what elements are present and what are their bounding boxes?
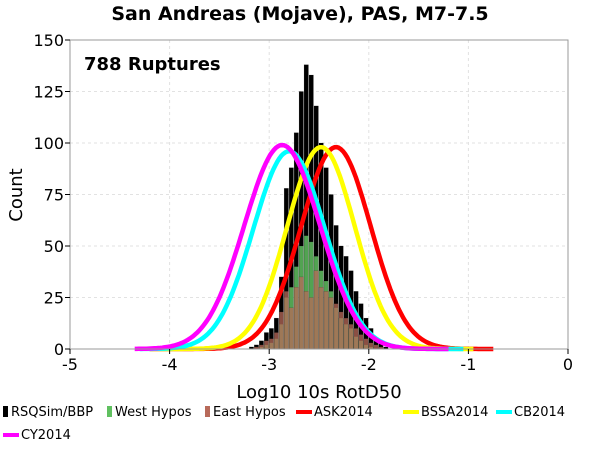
legend-label-bssa2014: BSSA2014 — [421, 405, 488, 420]
legend-label-ask2014: ASK2014 — [314, 405, 373, 420]
bar-east-hypos-10 — [298, 276, 304, 350]
bar-east-hypos-23 — [363, 338, 369, 350]
legend-label-rsqsim-bbp: RSQSim/BBP — [11, 405, 93, 420]
x-tick-label-3: -2 — [361, 355, 377, 374]
bar-east-hypos-13 — [313, 270, 319, 350]
bar-east-hypos-15 — [323, 291, 329, 350]
bar-east-hypos-20 — [348, 324, 354, 350]
x-axis-ticks: -5 -4 -3 -2 -1 0 — [62, 349, 573, 374]
bar-east-hypos-4 — [269, 338, 274, 350]
x-tick-label-0: -5 — [62, 355, 78, 374]
bar-east-hypos-16 — [328, 297, 334, 350]
bar-east-hypos-24 — [368, 342, 374, 350]
bar-east-hypos-22 — [358, 334, 364, 350]
y-axis-ticks: 0 25 50 75 100 125 150 — [33, 31, 70, 359]
legend-swatch-rsqsim-bbp — [3, 406, 8, 417]
y-tick-label-2: 50 — [44, 237, 64, 256]
bar-east-hypos-17 — [333, 303, 339, 350]
legend-swatch-west-hypos — [107, 406, 112, 417]
bar-east-hypos-18 — [338, 311, 344, 350]
bar-east-hypos-2 — [259, 344, 264, 350]
x-tick-label-4: -1 — [460, 355, 476, 374]
bar-east-hypos-3 — [264, 340, 269, 350]
y-tick-label-4: 100 — [33, 134, 64, 153]
legend-swatch-east-hypos — [205, 406, 210, 417]
bar-east-hypos-6 — [278, 311, 284, 350]
y-axis-label: Count — [6, 168, 27, 221]
x-tick-label-2: -3 — [261, 355, 277, 374]
legend-label-cy2014: CY2014 — [21, 428, 71, 443]
x-axis-label: Log10 10s RotD50 — [236, 382, 401, 403]
bar-east-hypos-14 — [318, 287, 324, 350]
y-tick-label-6: 150 — [33, 31, 64, 50]
x-tick-label-5: 0 — [563, 355, 573, 374]
bar-east-hypos-9 — [293, 287, 299, 350]
ruptures-annotation: 788 Ruptures — [84, 54, 221, 75]
bar-east-hypos-11 — [303, 291, 309, 350]
y-tick-label-1: 25 — [44, 289, 64, 308]
chart-title: San Andreas (Mojave), PAS, M7-7.5 — [111, 3, 488, 25]
bar-east-hypos-8 — [288, 307, 294, 350]
bar-east-hypos-25 — [373, 344, 379, 350]
y-tick-label-5: 125 — [33, 83, 64, 102]
bar-east-hypos-7 — [283, 291, 289, 350]
bar-east-hypos-19 — [343, 317, 349, 350]
legend-label-cb2014: CB2014 — [514, 405, 565, 420]
y-tick-label-0: 0 — [54, 340, 64, 359]
legend: RSQSim/BBP West Hypos East Hypos ASK2014 BSS… — [3, 405, 565, 443]
legend-label-west-hypos: West Hypos — [115, 405, 192, 420]
legend-label-east-hypos: East Hypos — [213, 405, 286, 420]
curve-cy2014 — [134, 142, 449, 352]
bar-east-hypos-5 — [273, 332, 279, 350]
y-tick-label-3: 75 — [44, 186, 64, 205]
bar-east-hypos-21 — [353, 328, 359, 350]
bar-east-hypos-12 — [308, 297, 314, 350]
x-tick-label-1: -4 — [162, 355, 178, 374]
